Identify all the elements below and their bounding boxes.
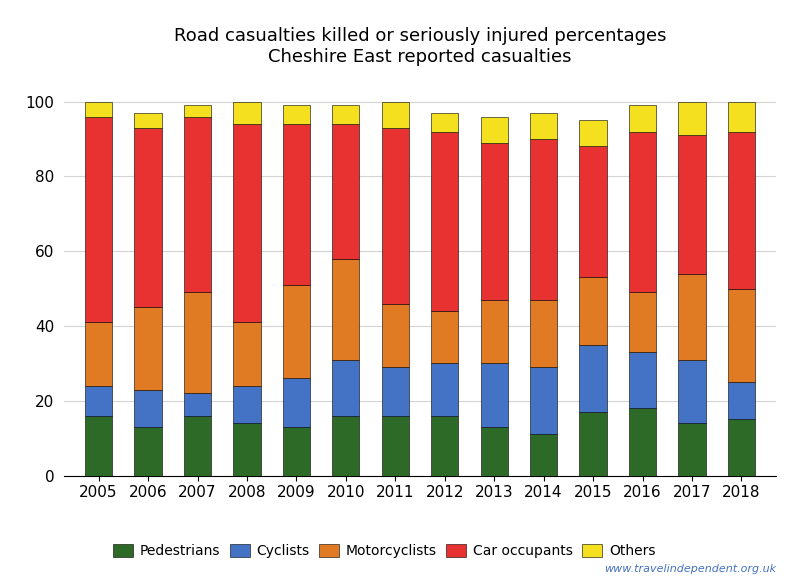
Bar (629, 292, 656, 352)
Bar (382, 367, 409, 416)
Text: www.travelindependent.org.uk: www.travelindependent.org.uk (604, 564, 776, 574)
Bar (134, 427, 162, 476)
Bar (184, 292, 211, 393)
Bar (234, 322, 261, 386)
Bar (678, 135, 706, 274)
Bar (481, 427, 508, 476)
Bar (579, 345, 606, 412)
Bar (530, 139, 558, 300)
Bar (629, 132, 656, 292)
Bar (530, 367, 558, 434)
Bar (184, 393, 211, 416)
Bar (530, 434, 558, 476)
Bar (579, 147, 606, 277)
Title: Road casualties killed or seriously injured percentages
Cheshire East reported c: Road casualties killed or seriously inju… (174, 27, 666, 66)
Bar (678, 274, 706, 360)
Bar (382, 303, 409, 367)
Bar (728, 132, 755, 289)
Bar (332, 259, 359, 360)
Bar (282, 378, 310, 427)
Bar (85, 386, 112, 416)
Bar (382, 128, 409, 303)
Bar (332, 106, 359, 124)
Bar (431, 311, 458, 364)
Bar (332, 416, 359, 476)
Bar (234, 124, 261, 322)
Bar (282, 106, 310, 124)
Bar (282, 285, 310, 378)
Bar (184, 106, 211, 117)
Bar (530, 113, 558, 139)
Bar (579, 412, 606, 476)
Bar (678, 102, 706, 135)
Bar (431, 113, 458, 132)
Bar (481, 117, 508, 143)
Legend: Pedestrians, Cyclists, Motorcyclists, Car occupants, Others: Pedestrians, Cyclists, Motorcyclists, Ca… (108, 539, 661, 564)
Bar (431, 364, 458, 416)
Bar (481, 300, 508, 364)
Bar (234, 423, 261, 476)
Bar (85, 322, 112, 386)
Bar (629, 352, 656, 408)
Bar (629, 408, 656, 476)
Bar (579, 120, 606, 147)
Bar (282, 124, 310, 285)
Bar (728, 102, 755, 132)
Bar (134, 128, 162, 307)
Bar (481, 143, 508, 300)
Bar (134, 113, 162, 128)
Bar (579, 277, 606, 345)
Bar (332, 124, 359, 259)
Bar (332, 360, 359, 416)
Bar (282, 427, 310, 476)
Bar (728, 382, 755, 419)
Bar (85, 416, 112, 476)
Bar (678, 360, 706, 423)
Bar (134, 307, 162, 390)
Bar (431, 416, 458, 476)
Bar (382, 416, 409, 476)
Bar (85, 117, 112, 322)
Bar (184, 117, 211, 292)
Bar (134, 390, 162, 427)
Bar (85, 102, 112, 117)
Bar (234, 386, 261, 423)
Bar (728, 419, 755, 476)
Bar (481, 364, 508, 427)
Bar (184, 416, 211, 476)
Bar (530, 300, 558, 367)
Bar (629, 106, 656, 132)
Bar (382, 102, 409, 128)
Bar (431, 132, 458, 311)
Bar (234, 102, 261, 124)
Bar (678, 423, 706, 476)
Bar (728, 289, 755, 382)
